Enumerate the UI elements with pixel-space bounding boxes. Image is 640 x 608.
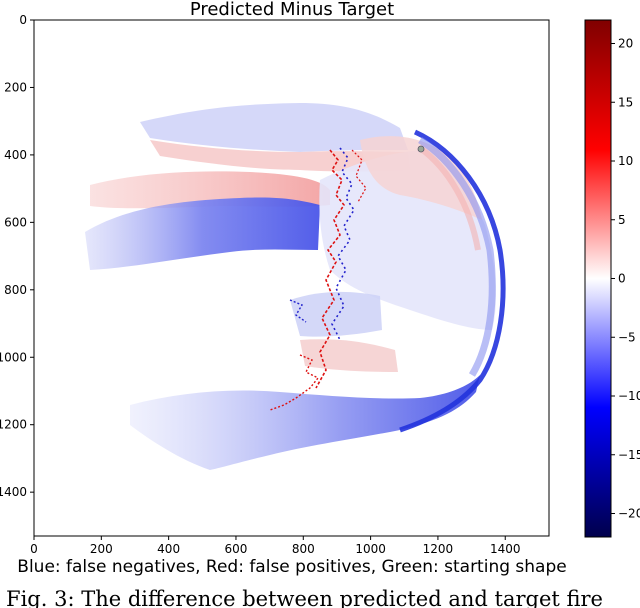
x-tick-label: 600 — [225, 542, 248, 556]
region-upper-false-negative — [140, 103, 408, 152]
heatmap-plot — [34, 20, 549, 536]
y-tick-label: 800 — [4, 283, 27, 297]
x-axis-label: Blue: false negatives, Red: false positi… — [17, 557, 566, 577]
x-axis: 0 200 400 600 800 1000 1200 1400 — [30, 536, 521, 556]
y-tick-label: 1000 — [0, 350, 27, 364]
colorbar-tick-label: −5 — [618, 330, 636, 344]
region-left-false-negative — [85, 197, 320, 270]
y-tick-label: 1200 — [0, 418, 27, 432]
chart-title: Predicted Minus Target — [190, 0, 394, 20]
x-tick-label: 800 — [292, 542, 315, 556]
plot-frame — [33, 19, 550, 537]
fire-front-edge-inner — [418, 137, 496, 377]
x-tick-label: 0 — [30, 542, 38, 556]
boundary-speckles — [269, 147, 367, 411]
region-center-false-positive — [360, 136, 482, 220]
y-tick-label: 600 — [4, 215, 27, 229]
region-upper-false-positive — [150, 140, 410, 172]
colorbar-tick-label: 15 — [618, 95, 633, 109]
region-mid-false-negative — [290, 291, 382, 337]
colorbar-tick-label: 0 — [618, 272, 626, 286]
y-axis: 0 200 400 600 800 1000 1200 1400 — [0, 13, 34, 499]
x-tick-label: 200 — [90, 542, 113, 556]
x-tick-label: 1200 — [423, 542, 454, 556]
colorbar-tick-label: 5 — [618, 213, 626, 227]
colorbar-tick-label: −20 — [618, 507, 640, 521]
fire-front-red-tint — [418, 145, 481, 251]
starting-shape-marker — [417, 145, 425, 153]
region-lower-false-negative — [130, 375, 480, 470]
figure-caption: Fig. 3: The difference between predicted… — [6, 587, 603, 608]
x-tick-label: 400 — [157, 542, 180, 556]
x-tick-label: 1400 — [490, 542, 521, 556]
colorbar — [584, 19, 612, 538]
y-tick-label: 1400 — [0, 485, 27, 499]
colorbar-tick-label: 20 — [618, 37, 633, 51]
colorbar-tick-label: −10 — [618, 389, 640, 403]
fire-front-edge — [399, 129, 506, 433]
colorbar-axis: 20 15 10 5 0 −5 −10 −15 −20 — [611, 37, 640, 521]
colorbar-tick-label: 10 — [618, 154, 633, 168]
y-tick-label: 200 — [4, 80, 27, 94]
x-tick-label: 1000 — [355, 542, 386, 556]
colorbar-tick-label: −15 — [618, 448, 640, 462]
y-tick-label: 0 — [19, 13, 27, 27]
y-tick-label: 400 — [4, 148, 27, 162]
